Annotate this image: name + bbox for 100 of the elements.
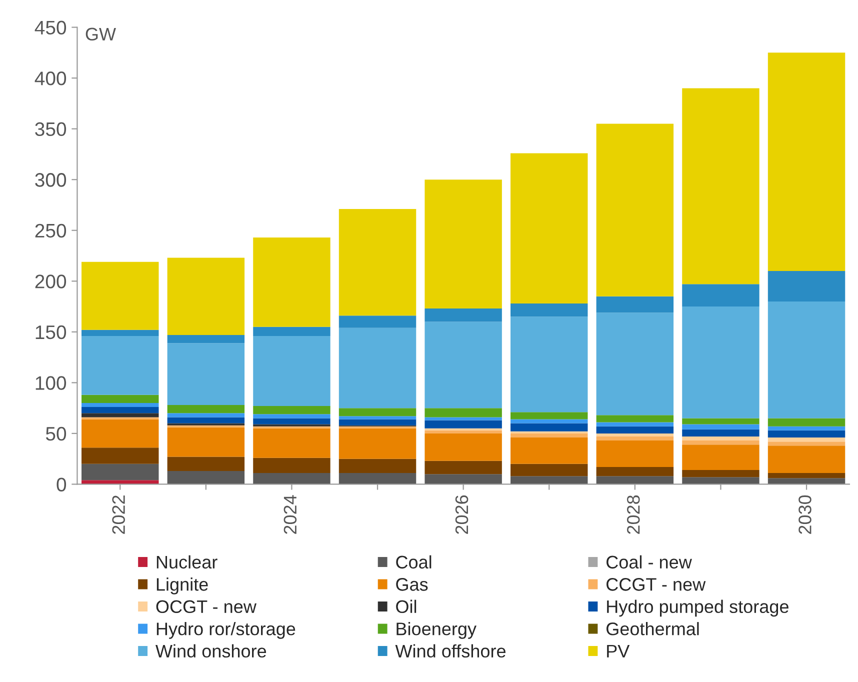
bar (253, 406, 330, 414)
bar (596, 422, 674, 426)
y-tick-label: 200 (35, 274, 66, 288)
bar (424, 417, 502, 420)
bar (768, 473, 846, 478)
y-tick-label: 300 (35, 173, 66, 187)
bar (682, 477, 760, 484)
legend-label: Hydro ror/storage (156, 622, 296, 639)
bar (768, 438, 846, 442)
bar (510, 419, 588, 424)
bar (82, 394, 159, 403)
bar (682, 470, 760, 478)
legend-label: Wind onshore (156, 644, 266, 658)
bar (510, 433, 588, 438)
bar (682, 418, 760, 424)
bar (338, 209, 416, 316)
bar (82, 419, 159, 448)
bar (510, 412, 588, 420)
bar (596, 466, 674, 476)
bar (253, 237, 330, 327)
legend-label: Gas (396, 578, 428, 591)
bar (253, 418, 330, 424)
bar (338, 458, 416, 474)
bar (167, 334, 245, 344)
bar (424, 408, 502, 418)
bar (167, 417, 245, 424)
bar (682, 424, 760, 430)
bar (768, 478, 846, 484)
bar (424, 460, 502, 474)
bar (682, 444, 760, 470)
bar (424, 308, 502, 322)
bar (338, 328, 416, 408)
bar (424, 420, 502, 428)
bar (682, 436, 760, 441)
bar (253, 414, 330, 418)
x-tick-label: 2024 (284, 495, 297, 534)
bar (596, 426, 674, 434)
bar (596, 436, 674, 441)
bar (338, 416, 416, 420)
bar (682, 440, 760, 445)
bar (167, 427, 245, 457)
bar (424, 430, 502, 434)
bar (596, 296, 674, 313)
bar (253, 428, 330, 458)
bar (167, 471, 245, 484)
bar (424, 433, 502, 461)
bar (682, 429, 760, 436)
bar (82, 336, 159, 395)
legend-label: Wind offshore (395, 644, 506, 658)
bar (682, 88, 760, 284)
legend-label: Coal - new (606, 555, 692, 569)
bar (424, 180, 502, 309)
bar (82, 407, 159, 414)
bar (424, 474, 502, 484)
bar (510, 153, 588, 304)
bar (167, 413, 245, 418)
bar (768, 270, 846, 302)
bar (768, 418, 846, 426)
bar (596, 440, 674, 467)
bar (596, 433, 674, 436)
y-tick-label: 50 (46, 426, 66, 441)
bar (338, 316, 416, 328)
bar (768, 442, 846, 446)
legend-label: Hydro pumped storage (607, 600, 788, 617)
legend-label: Geothermal (606, 622, 699, 636)
bar (253, 326, 330, 336)
legend-label: OCGT - new (156, 600, 256, 614)
bar (510, 464, 588, 476)
bar (510, 423, 588, 432)
bar (510, 438, 588, 464)
bar (167, 343, 245, 406)
y-axis-title: GW (86, 28, 116, 41)
bar (424, 322, 502, 408)
bar (167, 405, 245, 414)
bar (253, 473, 330, 484)
bar (596, 476, 674, 484)
y-tick-label: 400 (34, 72, 66, 86)
bar (338, 419, 416, 426)
legend-label: Nuclear (156, 555, 218, 569)
legend-label: Lignite (156, 578, 208, 594)
bar (82, 402, 159, 408)
legend-label: CCGT - new (606, 578, 706, 591)
bar (167, 258, 245, 335)
bar (768, 430, 846, 438)
bar (510, 303, 588, 317)
legend-label: Coal (396, 555, 432, 569)
bar (682, 284, 760, 307)
legend-label: PV (607, 644, 630, 658)
bar (253, 336, 330, 406)
bar (167, 456, 245, 472)
bar (596, 415, 674, 422)
y-tick-label: 450 (34, 20, 66, 35)
legend-label: Oil (396, 600, 416, 614)
bar (768, 301, 846, 418)
bar (82, 448, 159, 464)
x-tick-label: 2022 (112, 496, 125, 534)
bar (768, 446, 846, 474)
legend-label: Bioenergy (396, 622, 476, 639)
bar (682, 306, 760, 418)
y-tick-label: 100 (36, 376, 66, 390)
